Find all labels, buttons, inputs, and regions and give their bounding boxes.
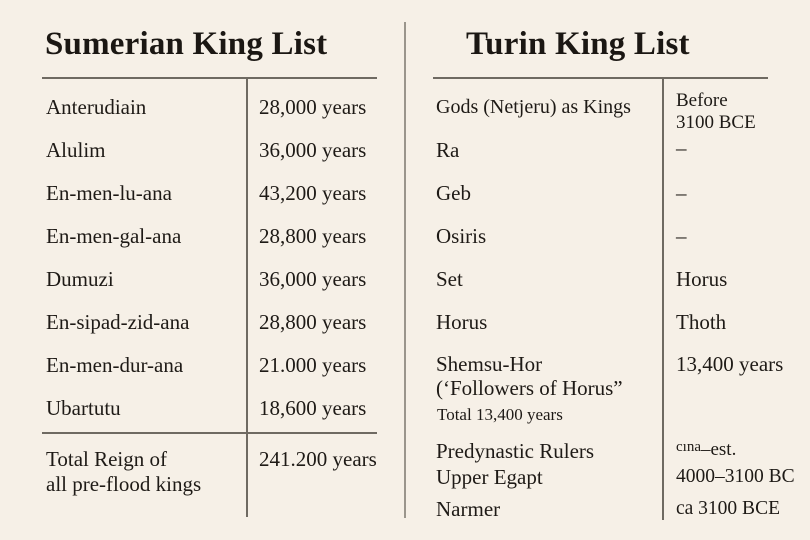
reign-value-line2: 4000–3100 BC [676, 466, 795, 487]
king-name: Anterudiain [46, 95, 147, 119]
total-label-line2: all pre-flood kings [46, 472, 202, 496]
king-name-line2: (‘Followers of Horus” [436, 376, 623, 400]
sumerian-column-divider [246, 78, 248, 517]
king-name: Set [436, 267, 463, 291]
king-name: Osiris [436, 224, 487, 248]
king-name-line2: Upper Egapt [436, 465, 543, 489]
reign-value: 13,400 years [676, 352, 784, 376]
sumerian-header-rule [42, 77, 377, 79]
reign-length: 36,000 years [259, 138, 367, 162]
total-value: 241.200 years [259, 447, 377, 471]
king-name: En-men-gal-ana [46, 224, 182, 248]
turin-title: Turin King List [466, 26, 690, 62]
king-name: En-sipad-zid-ana [46, 310, 190, 334]
reign-length: 28,800 years [259, 310, 367, 334]
reign-value: – [676, 181, 687, 205]
reign-value-line2: 3100 BCE [676, 112, 756, 133]
king-name: Narmer [436, 497, 501, 521]
king-name: Ubartutu [46, 396, 121, 420]
sumerian-total-rule [42, 432, 377, 434]
reign-value-prefix: cına [676, 439, 701, 455]
king-name-line1: Predynastic Rulers [436, 439, 595, 463]
king-name: Horus [436, 310, 488, 334]
turin-header-rule [433, 77, 768, 79]
reign-value-suffix: –est. [700, 439, 737, 460]
reign-length: 21.000 years [259, 353, 367, 377]
king-name: En-men-lu-ana [46, 181, 172, 205]
total-label-line1: Total Reign of [46, 447, 168, 471]
reign-value-line1: cına–est. [676, 438, 736, 463]
reign-value: – [676, 224, 687, 248]
king-name: Dumuzi [46, 267, 114, 291]
reign-length: 18,600 years [259, 396, 367, 420]
king-name: En-men-dur-ana [46, 353, 184, 377]
king-name: Geb [436, 181, 471, 205]
center-divider [404, 22, 406, 518]
reign-value: Thoth [676, 310, 727, 334]
king-name: Gods (Netjeru) as Kings [436, 96, 631, 118]
reign-value: – [676, 136, 687, 160]
king-name: Alulim [46, 138, 106, 162]
sumerian-title: Sumerian King List [45, 26, 328, 62]
reign-value-line1: Before [676, 90, 728, 111]
turin-column-divider [662, 78, 664, 520]
reign-length: 36,000 years [259, 267, 367, 291]
reign-length: 28,000 years [259, 95, 367, 119]
reign-value: Horus [676, 267, 728, 291]
king-name-line3: Total 13,400 years [437, 405, 563, 424]
king-name-line1: Shemsu-Hor [436, 352, 543, 376]
reign-length: 43,200 years [259, 181, 367, 205]
reign-value: ca 3100 BCE [676, 498, 780, 519]
reign-length: 28,800 years [259, 224, 367, 248]
king-name: Ra [436, 138, 460, 162]
